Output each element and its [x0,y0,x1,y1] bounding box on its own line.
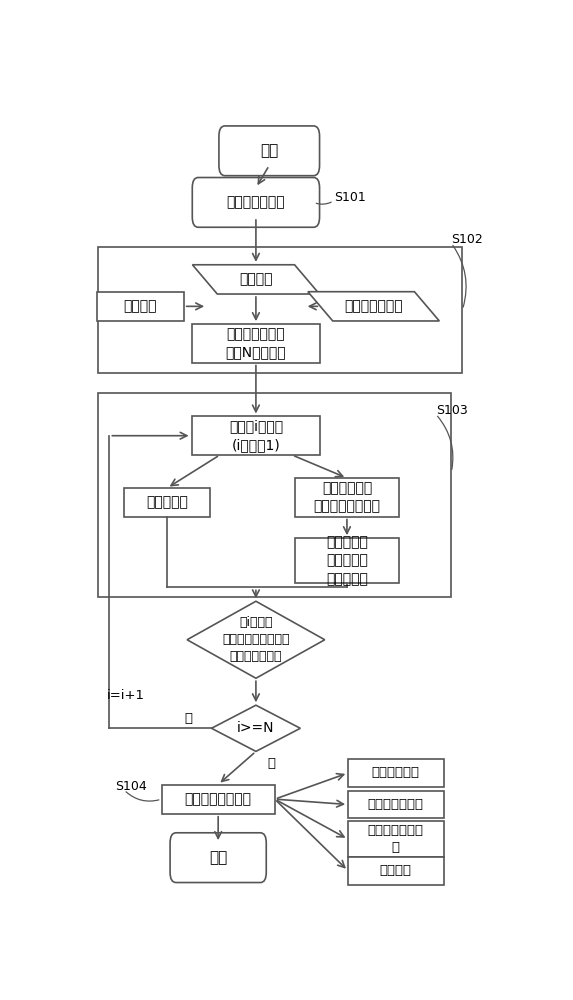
Text: 开始: 开始 [260,143,278,158]
Text: S104: S104 [115,780,147,793]
Text: 年运行费用
年一次能耗
年总排放量: 年运行费用 年一次能耗 年总排放量 [326,535,368,586]
Bar [124,488,210,517]
Text: 年固定费用: 年固定费用 [146,496,188,510]
Text: 建立数字模型库: 建立数字模型库 [226,195,285,209]
Text: 第i种方案
年总费用、年一次能
耗、年总排放量: 第i种方案 年总费用、年一次能 耗、年总排放量 [222,616,290,663]
Text: 选取最佳配置方案: 选取最佳配置方案 [185,792,252,806]
Bar [348,857,444,885]
Text: 结束: 结束 [209,850,227,865]
Polygon shape [193,265,319,294]
Polygon shape [187,601,325,678]
Text: S102: S102 [452,233,483,246]
Polygon shape [211,705,300,751]
Bar [191,416,320,455]
Text: 年一次能耗最少: 年一次能耗最少 [368,798,424,811]
Text: i=i+1: i=i+1 [107,689,145,702]
Bar [99,247,462,373]
Bar [162,785,275,814]
Bar [191,324,320,363]
Text: 配置和筛选策略: 配置和筛选策略 [344,299,403,313]
Text: 是: 是 [267,757,275,770]
Bar [295,538,399,583]
Bar [97,292,184,321]
Polygon shape [308,292,439,321]
Bar [295,478,399,517]
FancyBboxPatch shape [193,178,320,227]
Bar [99,393,452,597]
Text: 计算第i种方案
(i起始厖1): 计算第i种方案 (i起始厖1) [229,420,283,452]
Text: 可行配置方案库
（共N种方案）: 可行配置方案库 （共N种方案） [226,327,286,360]
Text: S103: S103 [436,404,468,417]
FancyBboxPatch shape [219,126,320,176]
Text: 年污染物排放最
少: 年污染物排放最 少 [368,824,424,854]
Text: i>=N: i>=N [237,721,274,735]
Text: 负荷需求: 负荷需求 [239,272,273,286]
Text: 否: 否 [185,712,193,725]
FancyBboxPatch shape [170,833,266,883]
Text: 运行策略优化
（单位能耗最低）: 运行策略优化 （单位能耗最低） [313,481,380,514]
Bar [348,759,444,787]
Bar [348,821,444,857]
Bar [348,791,444,818]
Text: 综合指标: 综合指标 [380,864,412,877]
Text: S101: S101 [333,191,366,204]
Text: 年总费用最少: 年总费用最少 [372,766,420,779]
Text: 约束条件: 约束条件 [124,299,157,313]
